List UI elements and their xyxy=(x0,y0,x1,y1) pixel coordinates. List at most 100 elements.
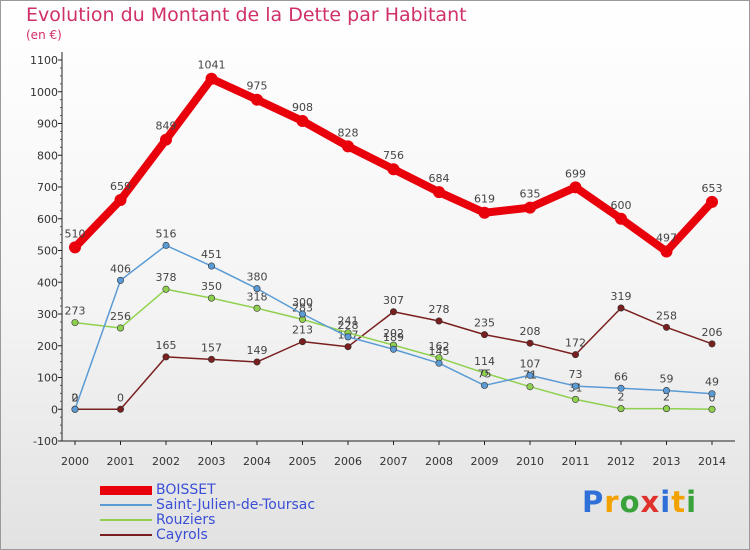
chart-plot-area: 2016515714921319730727823520817231925820… xyxy=(65,59,723,413)
data-label: 241 xyxy=(338,315,359,328)
data-label: 350 xyxy=(201,280,222,293)
data-point xyxy=(253,358,261,366)
y-tick-label: 600 xyxy=(37,213,58,226)
series-line xyxy=(74,307,713,410)
data-point xyxy=(205,72,218,85)
data-label: 1041 xyxy=(198,59,226,72)
series-1: 0 406 516 451 380 300 228 189 145 75 107 73 66 59 49 xyxy=(72,227,719,413)
y-tick-label: -100 xyxy=(33,435,58,448)
chart-axes: -100010020030040050060070080090010001100… xyxy=(30,52,735,468)
data-point xyxy=(706,195,718,208)
chart-title: Evolution du Montant de la Dette par Hab… xyxy=(26,4,467,26)
data-label: 2 xyxy=(618,391,625,404)
logo-letter: i xyxy=(660,485,672,519)
data-label: 307 xyxy=(383,294,404,307)
series-3: 2016515714921319730727823520817231925820… xyxy=(72,290,723,413)
legend-label: Rouziers xyxy=(156,512,216,528)
data-label: 0 xyxy=(117,391,124,404)
data-label: 451 xyxy=(201,248,222,261)
data-point xyxy=(162,241,170,249)
chart-subtitle: (en €) xyxy=(26,28,62,42)
y-tick-label: 900 xyxy=(37,118,58,131)
data-label: 73 xyxy=(569,368,583,381)
data-label: 49 xyxy=(705,376,719,389)
x-tick-label: 2010 xyxy=(516,455,544,468)
data-label: 619 xyxy=(474,193,495,206)
data-point xyxy=(342,140,354,153)
data-point xyxy=(617,304,625,312)
data-point xyxy=(69,241,81,254)
data-label: 75 xyxy=(478,367,492,380)
x-tick-label: 2003 xyxy=(198,455,226,468)
data-label: 208 xyxy=(520,325,541,338)
data-label: 206 xyxy=(702,326,723,339)
data-label: 849 xyxy=(156,120,177,133)
data-point xyxy=(478,206,491,219)
data-point xyxy=(296,114,309,127)
data-point xyxy=(344,333,352,341)
data-point xyxy=(71,319,79,327)
data-point xyxy=(662,387,670,395)
y-tick-label: 0 xyxy=(51,403,58,416)
data-point xyxy=(480,369,488,377)
legend-item: Rouziers xyxy=(100,513,215,527)
data-point xyxy=(160,133,172,146)
data-label: 165 xyxy=(156,339,177,352)
data-label: 318 xyxy=(247,290,268,303)
data-point xyxy=(117,405,125,413)
y-tick-label: 500 xyxy=(37,245,58,258)
data-label: 684 xyxy=(429,172,450,185)
legend-swatch xyxy=(100,504,152,506)
x-tick-label: 2013 xyxy=(653,455,681,468)
data-label: 653 xyxy=(702,182,723,195)
data-label: 114 xyxy=(474,355,495,368)
data-point xyxy=(253,285,261,293)
data-point xyxy=(117,324,125,332)
data-label: 189 xyxy=(383,331,404,344)
data-label: 510 xyxy=(65,227,86,240)
legend-swatch xyxy=(100,485,152,495)
data-label: 202 xyxy=(383,327,404,340)
data-label: 378 xyxy=(156,271,177,284)
legend-label: Saint-Julien-de-Toursac xyxy=(156,497,316,513)
data-label: 406 xyxy=(110,262,131,275)
logo-letter: o xyxy=(619,485,641,519)
logo-letter: i xyxy=(686,485,698,519)
x-tick-label: 2001 xyxy=(107,455,135,468)
data-point xyxy=(571,395,579,403)
data-point xyxy=(480,331,488,339)
data-label: 213 xyxy=(292,324,313,337)
data-label: 162 xyxy=(429,340,450,353)
data-point xyxy=(435,359,443,367)
data-label: 0 xyxy=(72,391,79,404)
series-0: 510 659 849 1041 975 908 828 756 684 619 635 699 600… xyxy=(65,59,723,258)
logo-letter: x xyxy=(640,485,661,519)
data-label: 66 xyxy=(614,370,628,383)
data-label: 380 xyxy=(247,271,268,284)
data-label: 228 xyxy=(338,319,359,332)
data-point xyxy=(660,245,673,258)
legend-swatch xyxy=(100,519,152,521)
data-point xyxy=(615,212,627,225)
logo-letter: t xyxy=(671,485,687,519)
data-label: 157 xyxy=(201,341,222,354)
x-tick-label: 2014 xyxy=(698,455,726,468)
data-point xyxy=(662,405,670,413)
data-point xyxy=(253,304,261,312)
data-point xyxy=(708,405,716,413)
x-tick-label: 2008 xyxy=(425,455,453,468)
legend-item: BOISSET xyxy=(100,483,216,497)
legend-item: Saint-Julien-de-Toursac xyxy=(100,498,315,512)
x-tick-label: 2009 xyxy=(471,455,499,468)
legend-label: Cayrols xyxy=(156,527,208,543)
data-point xyxy=(251,93,263,106)
data-label: 2 xyxy=(72,391,79,404)
data-point xyxy=(617,405,625,413)
data-point xyxy=(298,338,306,346)
data-label: 756 xyxy=(383,149,404,162)
data-label: 145 xyxy=(429,345,450,358)
data-label: 319 xyxy=(611,290,632,303)
legend-item: Cayrols xyxy=(100,528,208,542)
data-label: 908 xyxy=(292,101,313,114)
